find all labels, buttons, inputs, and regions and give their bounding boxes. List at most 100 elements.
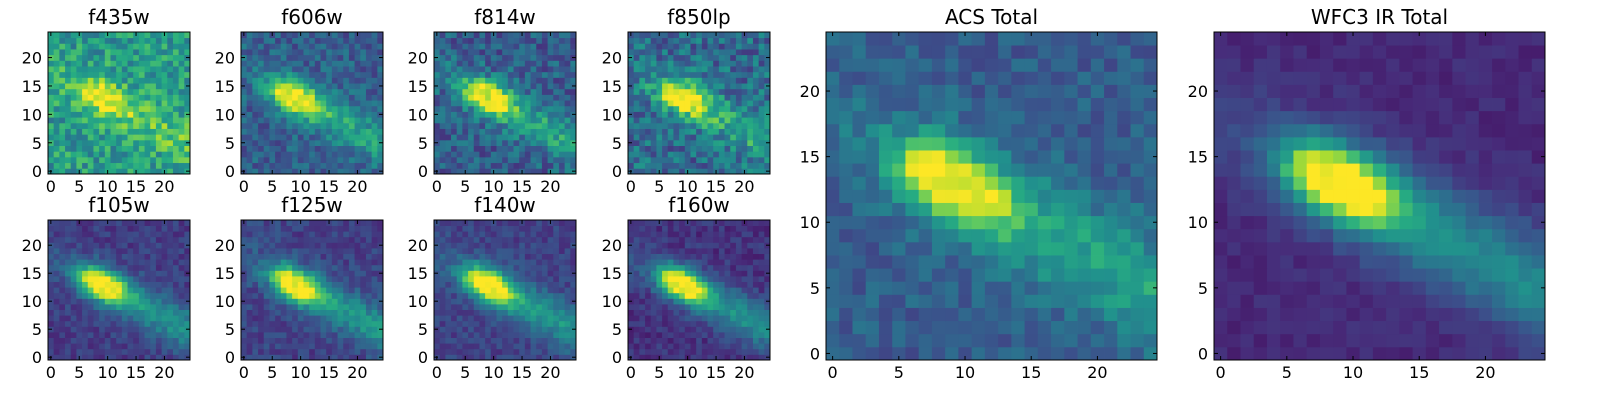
heatmap-cell xyxy=(673,315,680,322)
heatmap-cell xyxy=(371,332,378,338)
heatmap-cell xyxy=(65,77,72,84)
heatmap-cell xyxy=(490,43,497,50)
heatmap-cell xyxy=(99,287,106,294)
heatmap-cell xyxy=(331,309,338,316)
heatmap-cell xyxy=(473,151,480,158)
heatmap-cell xyxy=(150,105,157,112)
heatmap-cell xyxy=(662,54,669,61)
heatmap-cell xyxy=(536,60,543,67)
heatmap-cell xyxy=(121,71,128,78)
heatmap-cell xyxy=(479,100,486,107)
heatmap-cell xyxy=(639,162,646,169)
heatmap-cell xyxy=(53,231,60,238)
heatmap-cell xyxy=(747,88,754,95)
heatmap-cell xyxy=(133,156,140,164)
heatmap-cell xyxy=(513,134,520,141)
heatmap-cell xyxy=(564,117,571,124)
heatmap-cell xyxy=(82,88,89,95)
heatmap-cell xyxy=(343,100,350,107)
heatmap-cell xyxy=(184,156,191,164)
heatmap-cell xyxy=(286,292,293,299)
heatmap-cell xyxy=(93,128,100,135)
heatmap-cell xyxy=(110,253,117,260)
heatmap-cell xyxy=(275,54,282,61)
heatmap-cell xyxy=(82,60,89,67)
heatmap-cell xyxy=(246,77,253,84)
heatmap-cell xyxy=(650,337,657,344)
heatmap-cell xyxy=(286,236,293,243)
heatmap-cell xyxy=(292,117,299,124)
heatmap-cell xyxy=(184,309,191,316)
heatmap-cell xyxy=(564,270,571,277)
heatmap-cell xyxy=(507,281,514,288)
heatmap-cell xyxy=(485,354,492,361)
heatmap-cell xyxy=(684,287,691,294)
heatmap-cell xyxy=(252,225,259,232)
heatmap-cell xyxy=(673,309,680,316)
heatmap-cell xyxy=(286,220,293,226)
heatmap-cell xyxy=(758,60,765,67)
heatmap-cell xyxy=(99,139,106,146)
heatmap-cell xyxy=(673,281,680,288)
heatmap-cell xyxy=(713,71,720,78)
heatmap-cell xyxy=(144,117,151,124)
heatmap-cell xyxy=(116,162,123,169)
heatmap-cell xyxy=(354,292,361,299)
heatmap-cell xyxy=(377,60,384,67)
heatmap-cell xyxy=(456,315,463,322)
heatmap-cell xyxy=(59,264,66,271)
heatmap-cell xyxy=(110,162,117,169)
heatmap-cell xyxy=(502,298,509,305)
heatmap-cell xyxy=(679,100,686,107)
heatmap-cell xyxy=(713,270,720,277)
axes-frame xyxy=(433,219,577,361)
heatmap-cell xyxy=(690,281,697,288)
heatmap-cell xyxy=(178,88,185,95)
heatmap-cell xyxy=(645,37,652,44)
heatmap-cell xyxy=(662,168,669,175)
heatmap-cell xyxy=(161,66,168,73)
heatmap-cell xyxy=(337,43,344,50)
heatmap-cell xyxy=(747,32,754,39)
heatmap-cell xyxy=(348,315,355,322)
heatmap-cell xyxy=(679,343,686,350)
heatmap-cell xyxy=(462,298,469,305)
heatmap-cell xyxy=(104,276,111,282)
heatmap-cell xyxy=(451,270,458,277)
heatmap-cell xyxy=(320,231,327,238)
heatmap-cell xyxy=(434,320,441,327)
heatmap-cell xyxy=(348,32,355,39)
heatmap-cell xyxy=(76,122,83,129)
heatmap-cell xyxy=(275,309,282,316)
heatmap-cell xyxy=(87,168,94,175)
heatmap-cell xyxy=(246,225,253,232)
heatmap-cell xyxy=(110,315,117,322)
heatmap-cell xyxy=(150,122,157,129)
heatmap-cell xyxy=(662,326,669,333)
heatmap-cell xyxy=(320,43,327,50)
heatmap-cell xyxy=(337,83,344,90)
heatmap-cell xyxy=(93,111,100,118)
heatmap-cell xyxy=(263,242,270,249)
heatmap-cell xyxy=(269,225,276,232)
heatmap-cell xyxy=(354,248,361,254)
heatmap-cell xyxy=(679,139,686,146)
heatmap-cell xyxy=(696,270,703,277)
heatmap-cell xyxy=(292,348,299,355)
heatmap-cell xyxy=(121,162,128,169)
heatmap-cell xyxy=(570,343,577,350)
heatmap-cell xyxy=(48,337,55,344)
heatmap-cell xyxy=(286,354,293,361)
heatmap-cell xyxy=(456,253,463,260)
heatmap-cell xyxy=(343,298,350,305)
heatmap-cell xyxy=(354,287,361,294)
heatmap-cell xyxy=(473,292,480,299)
heatmap-cell xyxy=(82,264,89,271)
heatmap-cell xyxy=(628,128,635,135)
heatmap-cell xyxy=(468,43,475,50)
heatmap-cell xyxy=(451,292,458,299)
heatmap-cell xyxy=(541,145,548,152)
heatmap-cell xyxy=(645,88,652,95)
heatmap-cell xyxy=(241,343,248,350)
heatmap-cell xyxy=(320,326,327,333)
